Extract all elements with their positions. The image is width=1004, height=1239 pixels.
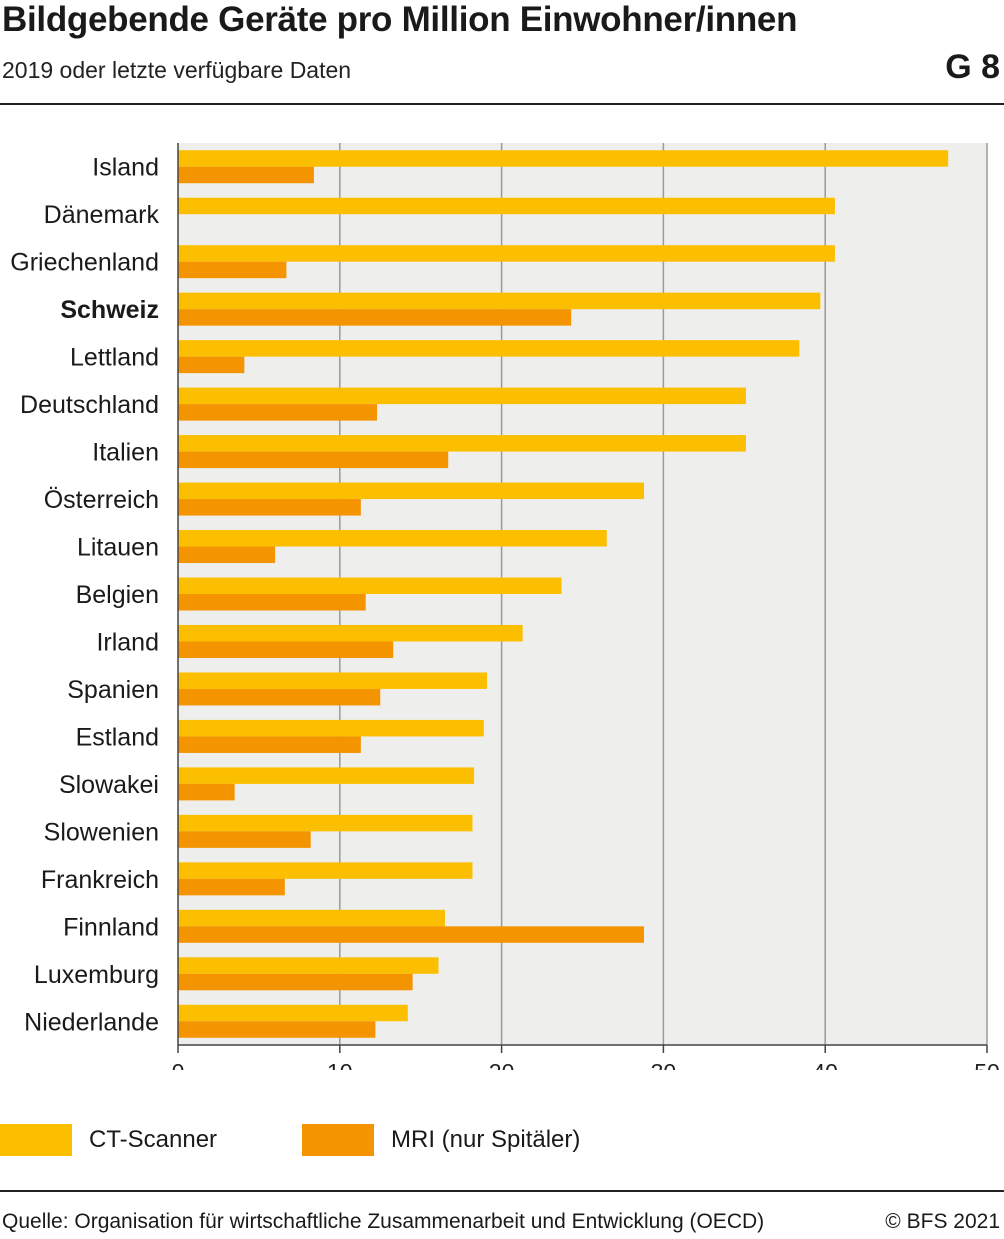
bar-mri bbox=[178, 546, 276, 564]
bar-ct bbox=[178, 814, 473, 832]
footer-rule bbox=[0, 1190, 1004, 1192]
bar-ct bbox=[178, 719, 484, 737]
bar-mri bbox=[178, 973, 413, 991]
x-tick-label: 30 bbox=[651, 1059, 677, 1070]
bar-ct bbox=[178, 197, 835, 215]
bar-mri bbox=[178, 594, 366, 611]
bar-mri bbox=[178, 309, 572, 326]
chart-subtitle: 2019 oder letzte verfügbare Daten bbox=[2, 57, 352, 83]
bar-ct bbox=[178, 957, 439, 974]
header-rule bbox=[0, 103, 1004, 105]
bar-ct bbox=[178, 340, 800, 357]
bar-mri bbox=[178, 641, 394, 658]
bar-ct bbox=[178, 577, 562, 594]
bar-mri bbox=[178, 688, 381, 706]
chart-title: Bildgebende Geräte pro Million Einwohner… bbox=[2, 0, 798, 39]
category-label: Slowakei bbox=[59, 771, 159, 799]
bar-ct bbox=[178, 530, 607, 547]
bar-mri bbox=[178, 499, 361, 516]
bar-ct bbox=[178, 245, 835, 262]
category-label: Slowenien bbox=[44, 818, 159, 846]
category-label: Dänemark bbox=[44, 201, 160, 229]
bar-ct bbox=[178, 909, 445, 927]
legend-swatch-mri bbox=[302, 1124, 374, 1156]
bar-mri bbox=[178, 261, 287, 279]
legend-label-ct: CT-Scanner bbox=[89, 1126, 218, 1153]
category-label: Belgien bbox=[76, 581, 159, 609]
bar-ct bbox=[178, 862, 473, 879]
category-label: Italien bbox=[92, 439, 159, 467]
category-label: Spanien bbox=[67, 676, 159, 704]
bar-mri bbox=[178, 878, 285, 896]
category-label: Finnland bbox=[63, 913, 159, 941]
bar-ct bbox=[178, 482, 644, 500]
x-tick-label: 10 bbox=[327, 1059, 353, 1070]
bar-mri bbox=[178, 736, 361, 753]
x-tick-label: 20 bbox=[489, 1059, 515, 1070]
source-note: Quelle: Organisation für wirtschaftliche… bbox=[2, 1210, 765, 1233]
bar-ct bbox=[178, 767, 475, 784]
category-label: Luxemburg bbox=[34, 961, 159, 989]
category-label: Niederlande bbox=[24, 1008, 159, 1036]
legend-swatch-ct bbox=[0, 1124, 72, 1156]
bar-mri bbox=[178, 926, 644, 943]
category-label: Österreich bbox=[44, 486, 159, 514]
x-tick-label: 40 bbox=[812, 1059, 838, 1070]
category-label: Schweiz bbox=[60, 296, 159, 324]
bar-mri bbox=[178, 451, 449, 469]
chart-number: G 8 bbox=[945, 48, 1000, 86]
category-label: Deutschland bbox=[20, 391, 159, 419]
category-label: Irland bbox=[96, 628, 159, 656]
legend-label-mri: MRI (nur Spitäler) bbox=[391, 1126, 581, 1153]
category-label: Island bbox=[92, 154, 159, 182]
legend: CT-Scanner MRI (nur Spitäler) bbox=[0, 1124, 1004, 1158]
copyright: © BFS 2021 bbox=[885, 1210, 1000, 1233]
bar-mri bbox=[178, 831, 311, 848]
bar-mri bbox=[178, 356, 245, 374]
category-label: Lettland bbox=[70, 344, 159, 372]
bar-ct bbox=[178, 150, 949, 167]
x-tick-label: 50 bbox=[974, 1059, 1000, 1070]
category-label: Griechenland bbox=[10, 249, 159, 277]
bar-ct bbox=[178, 1004, 408, 1022]
bar-mri bbox=[178, 404, 378, 421]
bar-ct bbox=[178, 387, 746, 405]
bar-ct bbox=[178, 624, 523, 642]
category-label: Litauen bbox=[77, 534, 159, 562]
bar-mri bbox=[178, 783, 235, 801]
x-tick-label: 0 bbox=[172, 1059, 185, 1070]
bar-mri bbox=[178, 1021, 376, 1038]
bar-ct bbox=[178, 672, 488, 689]
bar-ct bbox=[178, 435, 746, 452]
bar-ct bbox=[178, 292, 821, 310]
bar-chart: 0 10 20 30 40 50 Island Dänemark Griechenland Sch… bbox=[10, 143, 1000, 1070]
category-label: Frankreich bbox=[41, 866, 159, 894]
bar-mri bbox=[178, 166, 314, 184]
category-label: Estland bbox=[76, 723, 159, 751]
